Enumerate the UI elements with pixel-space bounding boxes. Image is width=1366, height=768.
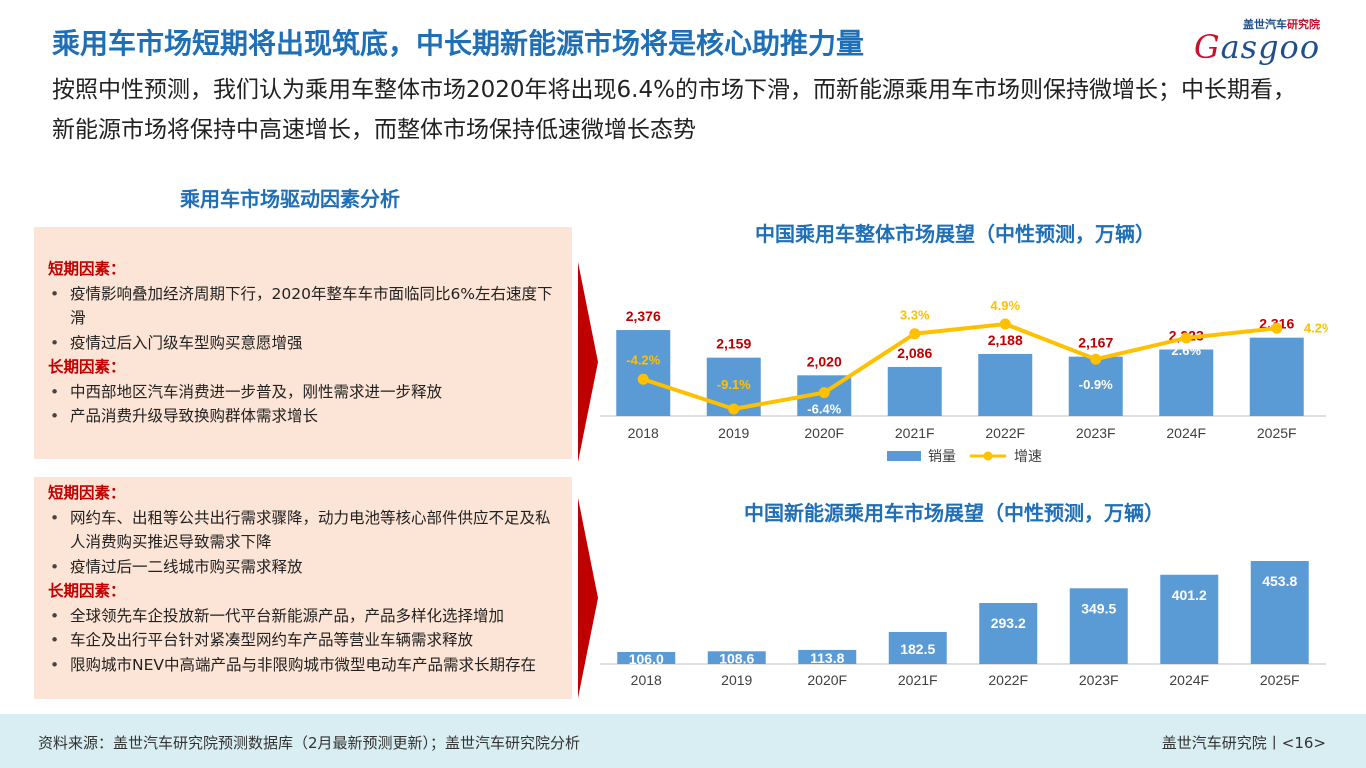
bar-value-label: 2,159 bbox=[716, 336, 751, 352]
growth-point bbox=[728, 403, 740, 415]
x-tick-label: 2019 bbox=[721, 672, 752, 688]
long-term-label: 长期因素： bbox=[48, 582, 126, 600]
nev-market-chart: 106.0 2018 108.6 2019 113.8 2020F 182.5 2021F 29… bbox=[600, 561, 1326, 688]
bar bbox=[979, 603, 1038, 664]
legend-label: 销量 bbox=[928, 448, 956, 464]
growth-point bbox=[909, 328, 921, 340]
list-item: 全球领先车企投放新一代平台新能源产品，产品多样化选择增加 bbox=[48, 604, 558, 629]
short-term-label: 短期因素： bbox=[48, 484, 126, 502]
bar bbox=[707, 651, 766, 664]
growth-value-label: 2.6% bbox=[1171, 343, 1201, 358]
list-item: 车企及出行平台针对紧凑型网约车产品等营业车辆需求释放 bbox=[48, 628, 558, 653]
list-item: 限购城市NEV中高端产品与非限购城市微型电动车产品需求长期存在 bbox=[48, 653, 558, 678]
bar-value-label: 106.0 bbox=[629, 651, 664, 667]
x-tick-label: 2022F bbox=[988, 672, 1028, 688]
arrow-right-icon bbox=[578, 498, 598, 698]
bar bbox=[888, 631, 947, 664]
growth-point bbox=[1180, 332, 1192, 344]
drivers-section-title: 乘用车市场驱动因素分析 bbox=[180, 187, 400, 211]
logo-cn-a: 盖世汽车 bbox=[1243, 18, 1287, 31]
bar-value-label: 2,020 bbox=[807, 353, 842, 369]
growth-point bbox=[637, 373, 649, 385]
x-tick-label: 2019 bbox=[718, 425, 749, 441]
bar-value-label: 182.5 bbox=[900, 641, 935, 657]
bar-value-label: 453.8 bbox=[1262, 573, 1297, 589]
x-tick-label: 2025F bbox=[1260, 672, 1300, 688]
growth-line bbox=[642, 321, 1277, 412]
x-tick-label: 2023F bbox=[1079, 672, 1119, 688]
bar-value-label: 401.2 bbox=[1172, 587, 1207, 603]
growth-point bbox=[1090, 353, 1102, 365]
bar-value-label: 2,376 bbox=[626, 308, 661, 324]
page-subtitle: 按照中性预测，我们认为乘用车整体市场2020年将出现6.4%的市场下滑，而新能源… bbox=[52, 77, 1296, 143]
bar-value-label: 349.5 bbox=[1081, 600, 1116, 616]
logo-en: Gasgoo bbox=[1194, 28, 1320, 66]
bar bbox=[978, 353, 1033, 416]
bar bbox=[1069, 588, 1128, 664]
growth-value-label: 4.2% bbox=[1304, 320, 1328, 335]
nev-drivers-box: 短期因素： 网约车、出租等公共出行需求骤降，动力电池等核心部件供应不足及私人消费… bbox=[34, 477, 572, 699]
logo-en-a: G bbox=[1194, 28, 1221, 66]
x-tick-label: 2022F bbox=[985, 425, 1025, 441]
growth-value-label: -9.1% bbox=[717, 377, 751, 392]
logo-cn: 盖世汽车研究院 bbox=[1243, 16, 1320, 32]
bar-value-label: 293.2 bbox=[991, 615, 1026, 631]
footer: 资料来源：盖世汽车研究院预测数据库（2月最新预测更新）；盖世汽车研究院分析 盖世… bbox=[0, 714, 1366, 768]
bar bbox=[1249, 337, 1304, 416]
short-term-label: 短期因素： bbox=[48, 260, 126, 278]
overall-market-chart: 2,376 2018 2,159 2019 2,020 2020F 2,086 2021F 2,… bbox=[600, 298, 1328, 464]
long-term-label: 长期因素： bbox=[48, 358, 126, 376]
source-note: 资料来源：盖世汽车研究院预测数据库（2月最新预测更新）；盖世汽车研究院分析 bbox=[38, 734, 581, 752]
x-tick-label: 2020F bbox=[807, 672, 847, 688]
arrow-right-icon bbox=[578, 262, 598, 462]
growth-value-label: -0.9% bbox=[1079, 377, 1113, 392]
bar-value-label: 2,188 bbox=[988, 332, 1023, 348]
list-item: 疫情过后入门级车型购买意愿增强 bbox=[48, 331, 558, 356]
bar bbox=[617, 651, 676, 664]
bar-value-label: 2,086 bbox=[897, 345, 932, 361]
x-tick-label: 2024F bbox=[1166, 425, 1206, 441]
list-item: 网约车、出租等公共出行需求骤降，动力电池等核心部件供应不足及私人消费购买推迟导致… bbox=[48, 506, 558, 555]
growth-value-label: 3.3% bbox=[900, 308, 930, 323]
growth-point bbox=[999, 318, 1011, 330]
bar bbox=[616, 330, 671, 416]
x-tick-label: 2018 bbox=[631, 672, 662, 688]
overall-drivers-box: 短期因素： 疫情影响叠加经济周期下行，2020年整车车市面临同比6%左右速度下滑… bbox=[34, 227, 572, 459]
x-tick-label: 2025F bbox=[1257, 425, 1297, 441]
legend-label: 增速 bbox=[1014, 448, 1042, 464]
legend-swatch-bar bbox=[887, 451, 921, 461]
chart2-title: 中国新能源乘用车市场展望（中性预测，万辆） bbox=[744, 501, 1164, 525]
list-item: 中西部地区汽车消费进一步普及，刚性需求进一步释放 bbox=[48, 380, 558, 405]
growth-point bbox=[818, 387, 830, 399]
list-item: 产品消费升级导致换购群体需求增长 bbox=[48, 404, 558, 429]
growth-value-label: -4.2% bbox=[626, 352, 660, 367]
x-tick-label: 2020F bbox=[804, 425, 844, 441]
x-tick-label: 2018 bbox=[628, 425, 659, 441]
bar-value-label: 108.6 bbox=[719, 651, 754, 667]
x-tick-label: 2021F bbox=[898, 672, 938, 688]
legend-marker bbox=[983, 451, 993, 461]
bar bbox=[887, 366, 942, 416]
gasgoo-logo: 盖世汽车研究院 Gasgoo bbox=[1186, 14, 1326, 66]
growth-value-label: 4.9% bbox=[990, 298, 1020, 313]
logo-cn-b: 研究院 bbox=[1287, 18, 1320, 31]
bar bbox=[1160, 574, 1219, 664]
bar-value-label: 113.8 bbox=[810, 650, 844, 666]
page-title: 乘用车市场短期将出现筑底，中长期新能源市场将是核心助推力量 bbox=[52, 27, 865, 60]
x-tick-label: 2021F bbox=[895, 425, 935, 441]
bar bbox=[1159, 349, 1214, 416]
bar-value-label: 2,167 bbox=[1078, 335, 1113, 351]
bar bbox=[798, 649, 857, 664]
bar bbox=[1250, 561, 1309, 664]
x-tick-label: 2023F bbox=[1076, 425, 1116, 441]
x-tick-label: 2024F bbox=[1169, 672, 1209, 688]
list-item: 疫情影响叠加经济周期下行，2020年整车车市面临同比6%左右速度下滑 bbox=[48, 282, 558, 331]
logo-en-b: asgoo bbox=[1220, 28, 1321, 66]
growth-point bbox=[1271, 322, 1283, 334]
list-item: 疫情过后一二线城市购买需求释放 bbox=[48, 555, 558, 580]
bar bbox=[1068, 356, 1123, 416]
chart1-title: 中国乘用车整体市场展望（中性预测，万辆） bbox=[755, 222, 1155, 246]
growth-value-label: -6.4% bbox=[807, 402, 841, 417]
page-number: 盖世汽车研究院丨<16> bbox=[1161, 734, 1326, 752]
